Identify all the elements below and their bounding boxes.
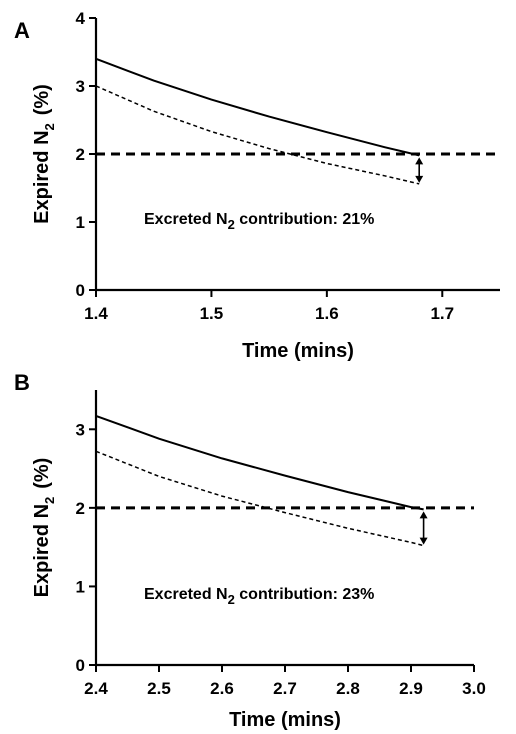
panel-b: B 0 1 2 3 2.4 2.5 2.6 2.7 2.8 2.9 3.0 Time (mins) Exp… xyxy=(14,370,486,731)
series-line-dashed xyxy=(96,86,419,184)
y-tick-label: 0 xyxy=(76,281,85,300)
x-tick-label: 2.8 xyxy=(336,679,360,698)
double-arrow-icon xyxy=(420,511,428,544)
y-tick-label: 0 xyxy=(76,656,85,675)
series-line-solid xyxy=(96,416,424,510)
x-tick-label: 2.9 xyxy=(399,679,423,698)
panel-letter: B xyxy=(14,370,30,395)
y-axis-title-main: Expired N xyxy=(31,504,53,597)
x-tick-label: 1.5 xyxy=(200,304,224,323)
y-axis-title-unit: (%) xyxy=(31,458,53,489)
x-axis-title: Time (mins) xyxy=(229,709,341,731)
x-tick-label: 1.7 xyxy=(430,304,454,323)
panel-letter: A xyxy=(14,18,30,43)
x-tick-label: 2.5 xyxy=(147,679,171,698)
annotation-text: Excreted N2 contribution: 23% xyxy=(144,586,374,607)
x-tick-label: 2.6 xyxy=(210,679,234,698)
y-tick-label: 4 xyxy=(76,9,86,28)
y-tick-label: 2 xyxy=(76,499,85,518)
x-tick-label: 3.0 xyxy=(462,679,486,698)
y-axis-title-main: Expired N xyxy=(31,130,53,223)
y-tick-label: 1 xyxy=(76,577,85,596)
x-axis-title: Time (mins) xyxy=(242,340,354,362)
annotation-text: Excreted N2 contribution: 21% xyxy=(144,211,374,232)
x-tick-label: 2.4 xyxy=(84,679,108,698)
double-arrow-icon xyxy=(415,157,423,183)
y-axis-title-subscript: 2 xyxy=(42,123,57,130)
y-axis-title-subscript: 2 xyxy=(42,497,57,504)
x-tick-label: 2.7 xyxy=(273,679,297,698)
y-tick-label: 3 xyxy=(76,77,85,96)
y-tick-label: 1 xyxy=(76,213,85,232)
x-tick-label: 1.6 xyxy=(315,304,339,323)
y-axis-title: Expired N2 (%) xyxy=(31,458,57,598)
x-tick-label: 1.4 xyxy=(84,304,108,323)
y-axis-title: Expired N2 (%) xyxy=(31,84,57,224)
y-tick-label: 3 xyxy=(76,420,85,439)
y-tick-label: 2 xyxy=(76,145,85,164)
y-axis-title-unit: (%) xyxy=(31,84,53,115)
